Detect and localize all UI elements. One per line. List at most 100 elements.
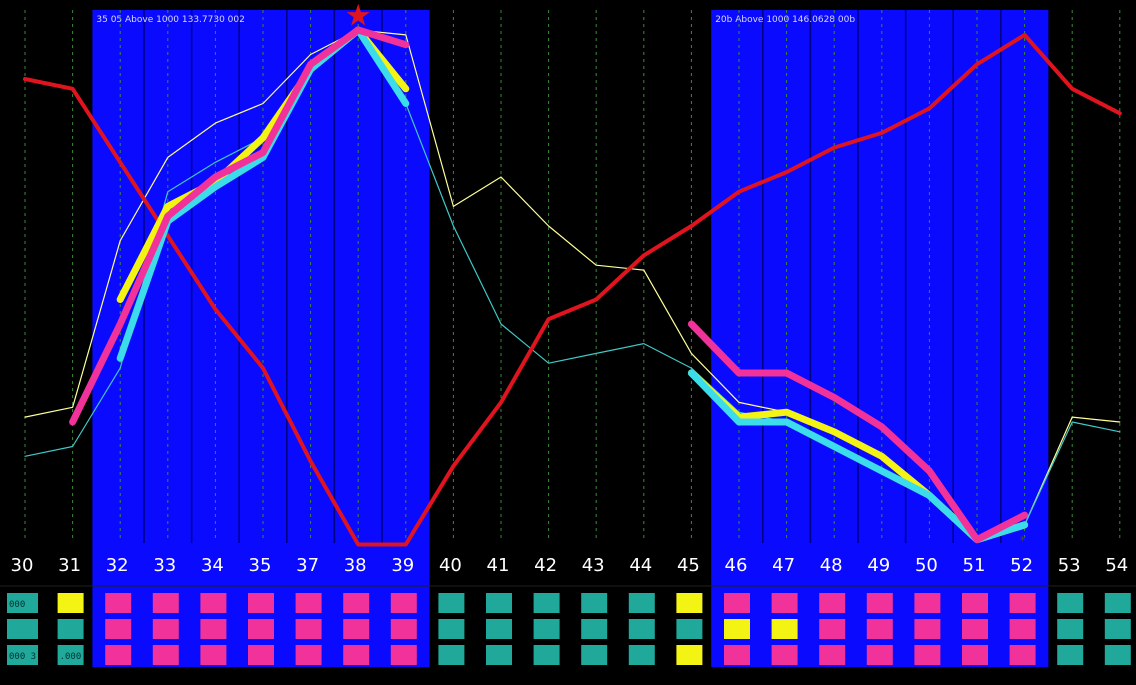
x-tick-label: 33 bbox=[153, 555, 176, 576]
x-tick-label: 34 bbox=[201, 555, 224, 576]
status-cell bbox=[295, 645, 322, 665]
status-cell bbox=[343, 593, 370, 613]
status-cell bbox=[628, 593, 655, 613]
status-cell bbox=[152, 593, 179, 613]
x-tick-label: 50 bbox=[915, 555, 938, 576]
status-cell bbox=[819, 645, 846, 665]
status-cell bbox=[248, 593, 274, 613]
status-cell bbox=[866, 619, 893, 639]
status-cell bbox=[1009, 593, 1036, 613]
x-tick-label: 32 bbox=[106, 555, 129, 576]
x-tick-label: 41 bbox=[487, 555, 510, 576]
status-cell bbox=[57, 645, 84, 665]
status-cell-label: 000 3 bbox=[9, 652, 36, 662]
status-cell bbox=[962, 645, 988, 665]
x-tick-label: 49 bbox=[867, 555, 890, 576]
status-cell bbox=[724, 645, 750, 665]
x-tick-label: 40 bbox=[439, 555, 462, 576]
series-line-red bbox=[23, 32, 1122, 547]
status-cell bbox=[105, 645, 132, 665]
status-cell bbox=[295, 593, 322, 613]
status-cell bbox=[676, 645, 703, 665]
status-cell bbox=[962, 593, 988, 613]
band-caption: 35 05 Above 1000 133.7730 002 bbox=[96, 15, 244, 25]
x-tick-label: 54 bbox=[1105, 555, 1128, 576]
status-cell bbox=[295, 619, 322, 639]
status-cell bbox=[676, 619, 703, 639]
status-cell bbox=[771, 645, 798, 665]
status-cell bbox=[57, 593, 84, 613]
status-cell bbox=[105, 619, 132, 639]
band-caption: 20b Above 1000 146.0628 00b bbox=[715, 15, 855, 25]
status-cell bbox=[438, 619, 465, 639]
series-line-magenta bbox=[69, 26, 410, 426]
status-cell bbox=[914, 645, 941, 665]
status-cell bbox=[105, 593, 132, 613]
status-cell bbox=[771, 593, 798, 613]
x-tick-label: 35 bbox=[249, 555, 272, 576]
status-cell bbox=[676, 593, 703, 613]
status-cell bbox=[866, 593, 893, 613]
status-cell bbox=[486, 645, 512, 665]
x-tick-label: 44 bbox=[629, 555, 652, 576]
x-tick-label: 52 bbox=[1010, 555, 1033, 576]
x-tick-label: 43 bbox=[582, 555, 605, 576]
status-cell bbox=[628, 645, 655, 665]
series-line-magenta bbox=[687, 320, 1029, 544]
status-cell bbox=[200, 619, 227, 639]
status-cell bbox=[819, 593, 846, 613]
status-cell bbox=[7, 645, 38, 665]
status-cell bbox=[1104, 593, 1131, 613]
status-cell bbox=[581, 645, 608, 665]
status-cell bbox=[343, 645, 370, 665]
status-cell bbox=[771, 619, 798, 639]
status-cell bbox=[248, 645, 274, 665]
status-cell bbox=[1009, 619, 1036, 639]
status-cell bbox=[438, 645, 465, 665]
status-cell bbox=[200, 593, 227, 613]
status-cell bbox=[438, 593, 465, 613]
status-cell bbox=[57, 619, 84, 639]
status-cell bbox=[200, 645, 227, 665]
x-tick-label: 48 bbox=[820, 555, 843, 576]
status-cell bbox=[1057, 645, 1084, 665]
status-cell bbox=[1057, 593, 1084, 613]
status-cell bbox=[962, 619, 988, 639]
status-cell bbox=[581, 593, 608, 613]
status-cell bbox=[486, 593, 512, 613]
x-tick-label: 39 bbox=[391, 555, 414, 576]
x-tick-label: 37 bbox=[296, 555, 319, 576]
x-tick-label: 42 bbox=[534, 555, 557, 576]
status-cell bbox=[390, 593, 417, 613]
status-cell bbox=[7, 593, 38, 613]
status-cell bbox=[533, 593, 560, 613]
highlight-band bbox=[711, 10, 1049, 543]
status-cell-label: .000 bbox=[60, 652, 82, 662]
status-cell bbox=[7, 619, 38, 639]
star-marker: ★ bbox=[345, 0, 372, 33]
x-tick-label: 38 bbox=[344, 555, 367, 576]
status-cell bbox=[533, 619, 560, 639]
status-cell bbox=[390, 619, 417, 639]
status-cell bbox=[152, 645, 179, 665]
status-cell bbox=[819, 619, 846, 639]
status-cell bbox=[1057, 619, 1084, 639]
status-cell bbox=[581, 619, 608, 639]
status-cell bbox=[486, 619, 512, 639]
status-cell-label: 000 bbox=[9, 600, 25, 610]
status-cell bbox=[1104, 619, 1131, 639]
status-cell bbox=[866, 645, 893, 665]
status-cell bbox=[1104, 645, 1131, 665]
status-cell bbox=[914, 619, 941, 639]
x-tick-label: 46 bbox=[725, 555, 748, 576]
status-cell bbox=[724, 619, 750, 639]
x-tick-label: 53 bbox=[1058, 555, 1081, 576]
status-cell bbox=[628, 619, 655, 639]
status-cell bbox=[724, 593, 750, 613]
x-tick-label: 31 bbox=[58, 555, 81, 576]
x-tick-label: 51 bbox=[963, 555, 986, 576]
status-cell bbox=[390, 645, 417, 665]
status-cell bbox=[1009, 645, 1036, 665]
status-cell bbox=[152, 619, 179, 639]
